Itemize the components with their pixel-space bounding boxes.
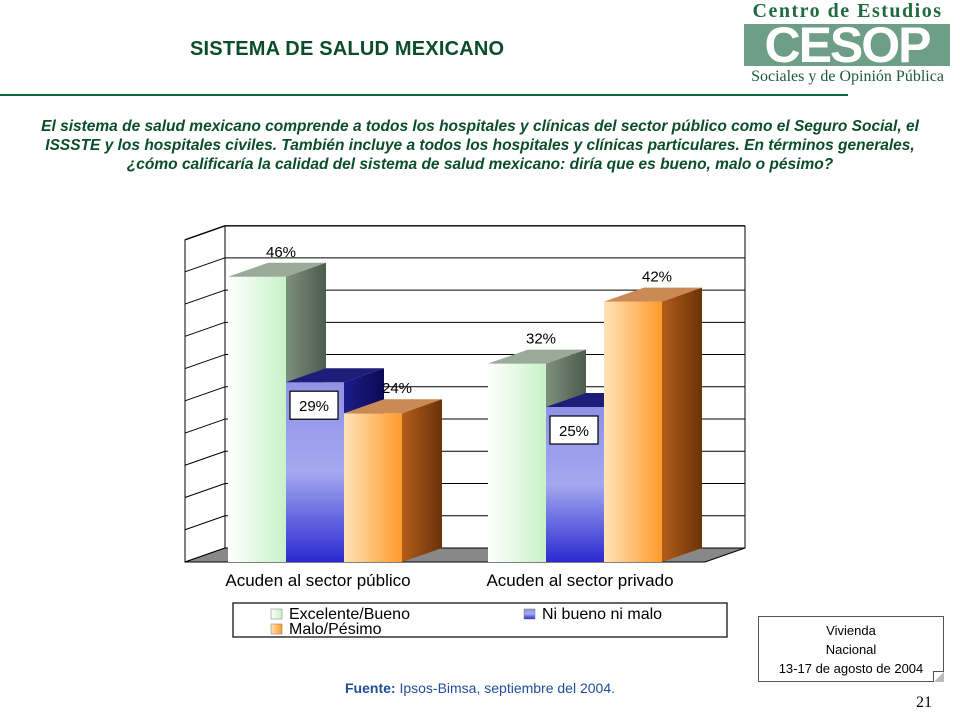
gridline-side [184,418,226,434]
category-label: Acuden al sector privado [486,571,673,590]
page-fold-icon [933,671,944,682]
page-number: 21 [916,694,932,711]
bar-top-2-1 [604,287,702,302]
source-note: Fuente: Ipsos-Bimsa, septiembre del 2004… [345,680,615,696]
data-label: 24% [382,380,412,397]
bar-side-2-1 [662,287,702,562]
gridline-side [184,386,226,402]
legend-label: Ni bueno ni malo [542,606,662,623]
gridline-side [184,225,226,241]
legend-swatch [270,623,283,635]
gridline-side [184,450,226,466]
bar-2-0 [344,413,402,562]
logo-bottom-text: Sociales y de Opinión Pública [751,68,944,85]
data-label-box [289,390,339,420]
bar-top-0-0 [228,262,326,277]
gridline-side [184,289,226,305]
info-line-3: 13-17 de agosto de 2004 [778,661,924,676]
survey-question: El sistema de salud mexicano comprende a… [41,118,919,173]
legend-swatch [270,608,283,620]
sample-info-box: Vivienda Nacional 13-17 de agosto de 200… [758,616,944,682]
bar-0-0 [228,276,286,562]
legend-swatch [523,608,536,620]
legend-box [232,602,728,638]
gridline-side [184,483,226,498]
source-label: Fuente: [345,680,396,696]
data-label: 42% [642,269,672,286]
gridline-side [184,321,226,337]
data-label: 25% [559,423,589,440]
data-label: 32% [526,331,556,348]
source-text: Ipsos-Bimsa, septiembre del 2004. [395,680,616,696]
legend-label: Excelente/Bueno [289,606,410,623]
chart-legend: Excelente/Bueno Ni bueno ni malo Malo/Pési… [232,602,728,638]
info-line-2: Nacional [825,642,877,657]
gridline-side [184,354,226,370]
logo-top-text: Centro de Estudios [752,0,943,22]
bar-top-1-0 [286,368,384,383]
chart-bars [228,262,702,562]
bar-top-0-1 [488,349,586,364]
category-label: Acuden al sector público [225,571,410,590]
cesop-logo: Centro de Estudios CESOP Sociales y de O… [740,0,955,94]
bar-2-1 [604,301,662,562]
page-title: SISTEMA DE SALUD MEXICANO [190,38,505,60]
legend-label: Malo/Pésimo [289,621,382,638]
title-divider [0,94,848,96]
data-label-box [549,415,599,445]
data-label: 29% [299,398,329,415]
info-line-1: Vivienda [826,623,876,638]
gridline-side [184,257,226,273]
bar-top-2-0 [344,399,442,414]
gridline-side [184,515,226,531]
bar-0-1 [488,363,546,562]
logo-mark: CESOP [744,24,950,66]
data-label: 46% [266,244,296,261]
chart-labels: 46% 29% 24% Acuden al sector público 32% 25% 4… [225,244,673,590]
bar-side-2-0 [402,399,442,562]
